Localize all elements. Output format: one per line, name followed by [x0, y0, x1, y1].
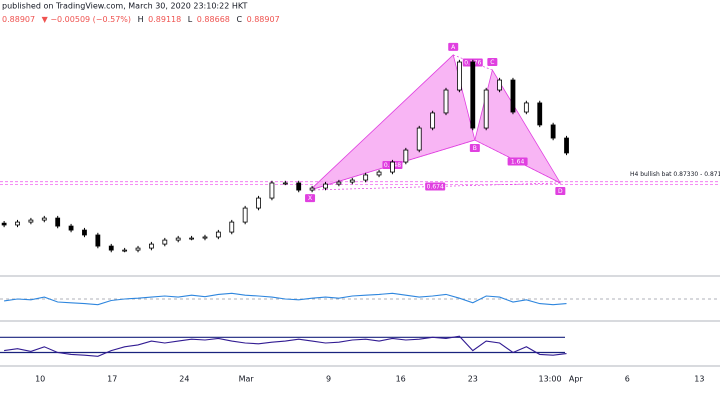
candle-body [497, 79, 502, 91]
ratio-label: 1.64 [511, 159, 525, 166]
candle-body [296, 182, 302, 191]
ratio-box [507, 157, 528, 166]
candle-body [323, 183, 328, 189]
candle-body [41, 217, 47, 221]
low-label: L [188, 15, 193, 24]
candle-body [510, 79, 516, 113]
open-value: 0.88907 [2, 15, 35, 24]
candle-body [483, 89, 489, 129]
candle-body [349, 179, 355, 183]
candle-body [215, 231, 221, 238]
candle-body [68, 225, 74, 231]
x-tick-label: Mar [239, 375, 255, 384]
candle-body [443, 89, 449, 114]
candle-body [416, 127, 422, 151]
candle-body [242, 207, 248, 223]
point-box [469, 144, 480, 153]
candle-body [162, 239, 168, 245]
close-value: 0.88907 [247, 15, 280, 24]
x-tick-label: 13:00 [539, 375, 562, 384]
indicator-line [4, 292, 567, 306]
candle-body [376, 171, 382, 176]
candle-body [390, 161, 395, 173]
candle-body [122, 249, 128, 252]
candle-body [403, 149, 409, 163]
x-tick-label: 16 [396, 375, 406, 384]
ratio-box [425, 182, 446, 191]
point-box [555, 186, 566, 195]
point-box [448, 42, 459, 51]
candle-body [523, 102, 529, 113]
candle-body [537, 102, 543, 126]
candle-body [95, 234, 101, 247]
x-tick-label: 23 [468, 375, 478, 384]
candle-body [229, 221, 235, 233]
point-label: X [308, 195, 312, 202]
candle-body [430, 112, 436, 129]
point-label: D [558, 188, 563, 195]
point-label: B [473, 145, 477, 152]
candle-body [202, 236, 208, 239]
plot-layer: 101724Mar9162313:00Apr6130.5480.7761.640… [0, 42, 720, 384]
candle-body [55, 217, 61, 227]
candle-body [550, 124, 556, 139]
candle-body [28, 219, 34, 223]
x-tick-label: 6 [625, 375, 630, 384]
point-label: A [451, 44, 456, 51]
point-box [305, 194, 316, 203]
x-tick-label: Apr [569, 375, 584, 384]
change-value: ▼ −0.00509 (−0.57%) [42, 15, 131, 24]
candle-body [456, 61, 462, 91]
point-box [487, 58, 498, 67]
candle-body [1, 222, 7, 226]
high-label: H [138, 15, 144, 24]
candle-body [564, 137, 569, 154]
close-label: C [236, 15, 242, 24]
candle-body [82, 229, 87, 236]
candle-body [135, 247, 141, 251]
high-value: 0.89118 [148, 15, 181, 24]
indicator-line [4, 335, 567, 357]
ratio-label: 0.674 [427, 184, 444, 191]
x-tick-label: 17 [107, 375, 117, 384]
annotation: H4 bullish bat 0.87330 - 0.8717 [630, 171, 720, 178]
candle-body [309, 187, 315, 191]
candle-body [108, 245, 114, 251]
x-tick-label: 24 [179, 375, 189, 384]
candle-body [363, 174, 369, 181]
candle-body [470, 61, 476, 129]
candle-body [175, 237, 181, 241]
low-value: 0.88668 [197, 15, 230, 24]
publish-info: published on TradingView.com, March 30, … [2, 2, 247, 11]
point-label: C [490, 59, 494, 66]
x-tick-label: 9 [326, 375, 331, 384]
candle-body [15, 221, 20, 226]
candle-body [269, 182, 275, 199]
x-tick-label: 13 [694, 375, 704, 384]
candle-body [189, 237, 194, 240]
x-tick-label: 10 [35, 375, 45, 384]
candle-body [256, 197, 261, 209]
ohlc-line: 0.88907 ▼ −0.00509 (−0.57%) H 0.89118 L … [2, 15, 280, 24]
candle-body [282, 182, 288, 185]
candle-body [149, 243, 154, 249]
candle-body [336, 181, 342, 185]
